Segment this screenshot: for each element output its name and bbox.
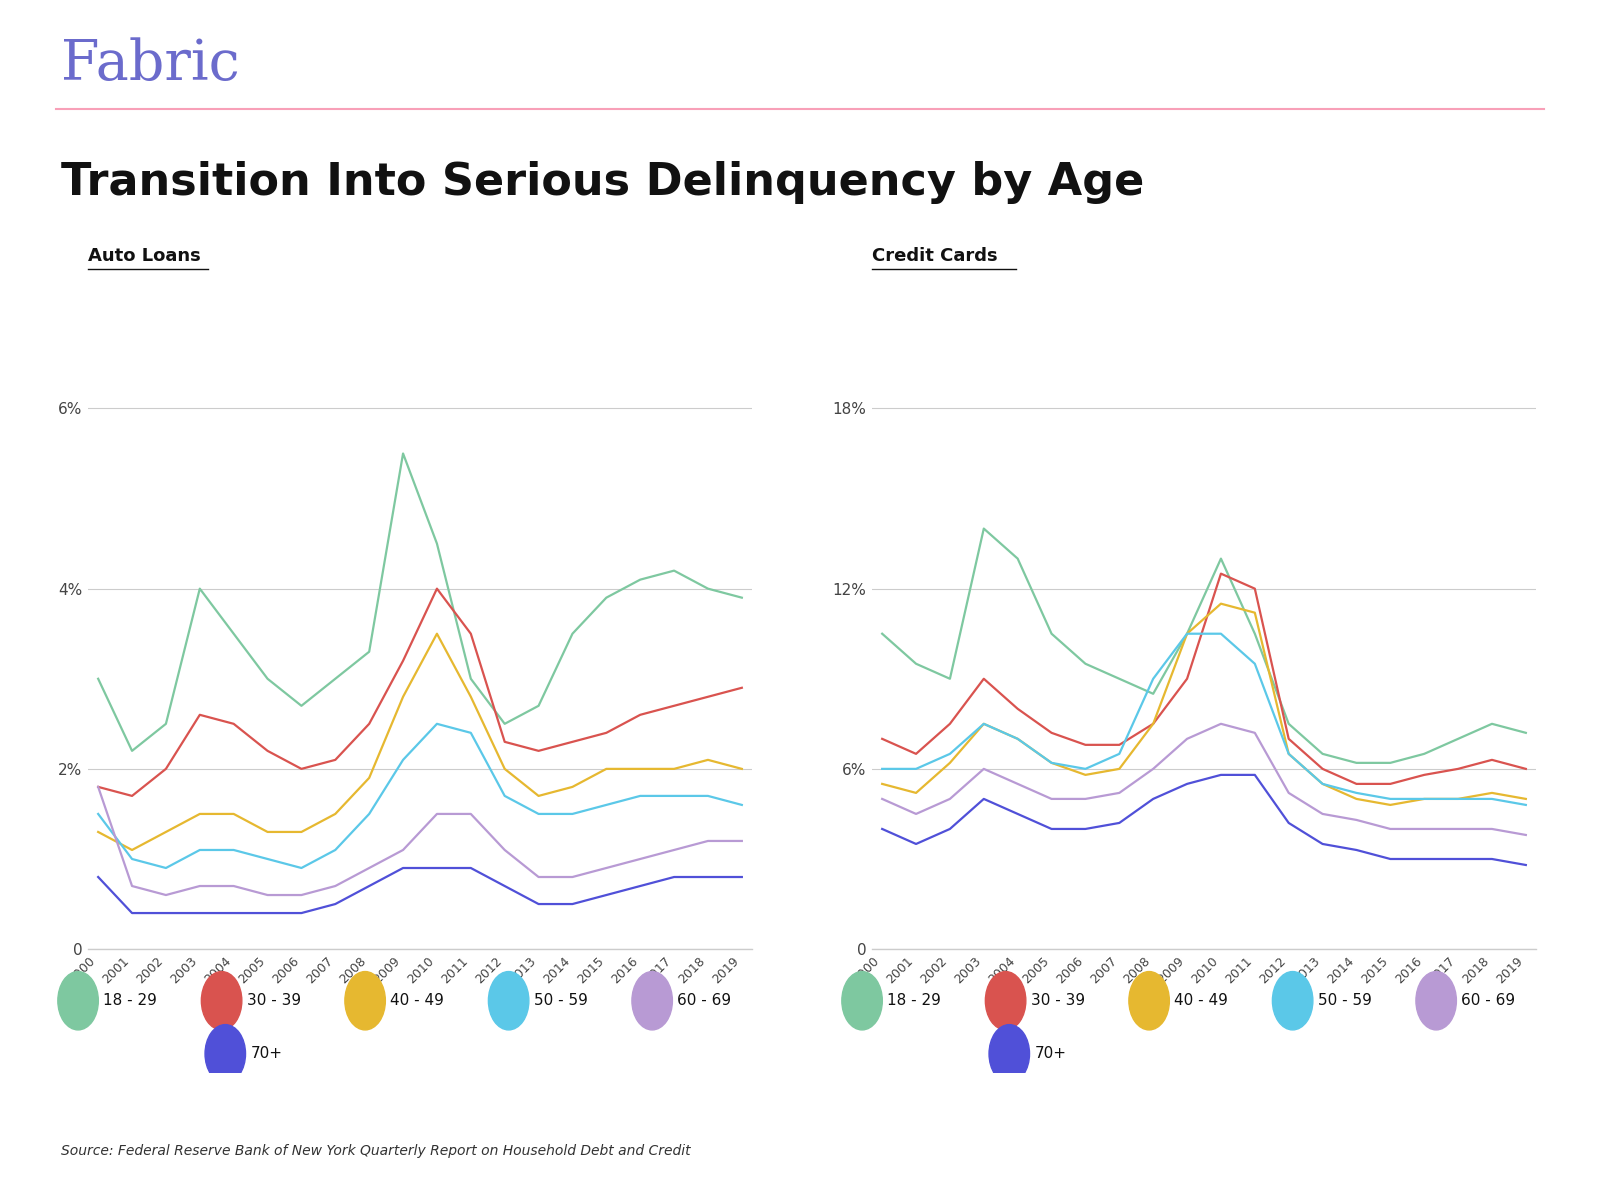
Ellipse shape: [632, 971, 672, 1030]
Text: 18 - 29: 18 - 29: [102, 993, 157, 1008]
Text: Transition Into Serious Delinquency by Age: Transition Into Serious Delinquency by A…: [61, 162, 1144, 204]
Text: 30 - 39: 30 - 39: [1030, 993, 1085, 1008]
Text: Credit Cards: Credit Cards: [872, 248, 998, 265]
Ellipse shape: [842, 971, 882, 1030]
Text: 50 - 59: 50 - 59: [1318, 993, 1371, 1008]
Ellipse shape: [58, 971, 98, 1030]
Text: 70+: 70+: [250, 1046, 282, 1061]
Ellipse shape: [488, 971, 530, 1030]
Ellipse shape: [989, 1025, 1029, 1084]
Ellipse shape: [346, 971, 386, 1030]
Text: 70+: 70+: [1034, 1046, 1066, 1061]
Ellipse shape: [986, 971, 1026, 1030]
Text: Fabric: Fabric: [61, 38, 240, 92]
Text: Auto Loans: Auto Loans: [88, 248, 200, 265]
Text: 18 - 29: 18 - 29: [886, 993, 941, 1008]
Ellipse shape: [205, 1025, 245, 1084]
Ellipse shape: [1130, 971, 1170, 1030]
Text: Source: Federal Reserve Bank of New York Quarterly Report on Household Debt and : Source: Federal Reserve Bank of New York…: [61, 1144, 691, 1158]
Text: 40 - 49: 40 - 49: [1174, 993, 1229, 1008]
Text: 40 - 49: 40 - 49: [390, 993, 445, 1008]
Ellipse shape: [1272, 971, 1314, 1030]
Text: 60 - 69: 60 - 69: [677, 993, 731, 1008]
Ellipse shape: [202, 971, 242, 1030]
Text: 50 - 59: 50 - 59: [534, 993, 587, 1008]
Text: 30 - 39: 30 - 39: [246, 993, 301, 1008]
Ellipse shape: [1416, 971, 1456, 1030]
Text: 60 - 69: 60 - 69: [1461, 993, 1515, 1008]
